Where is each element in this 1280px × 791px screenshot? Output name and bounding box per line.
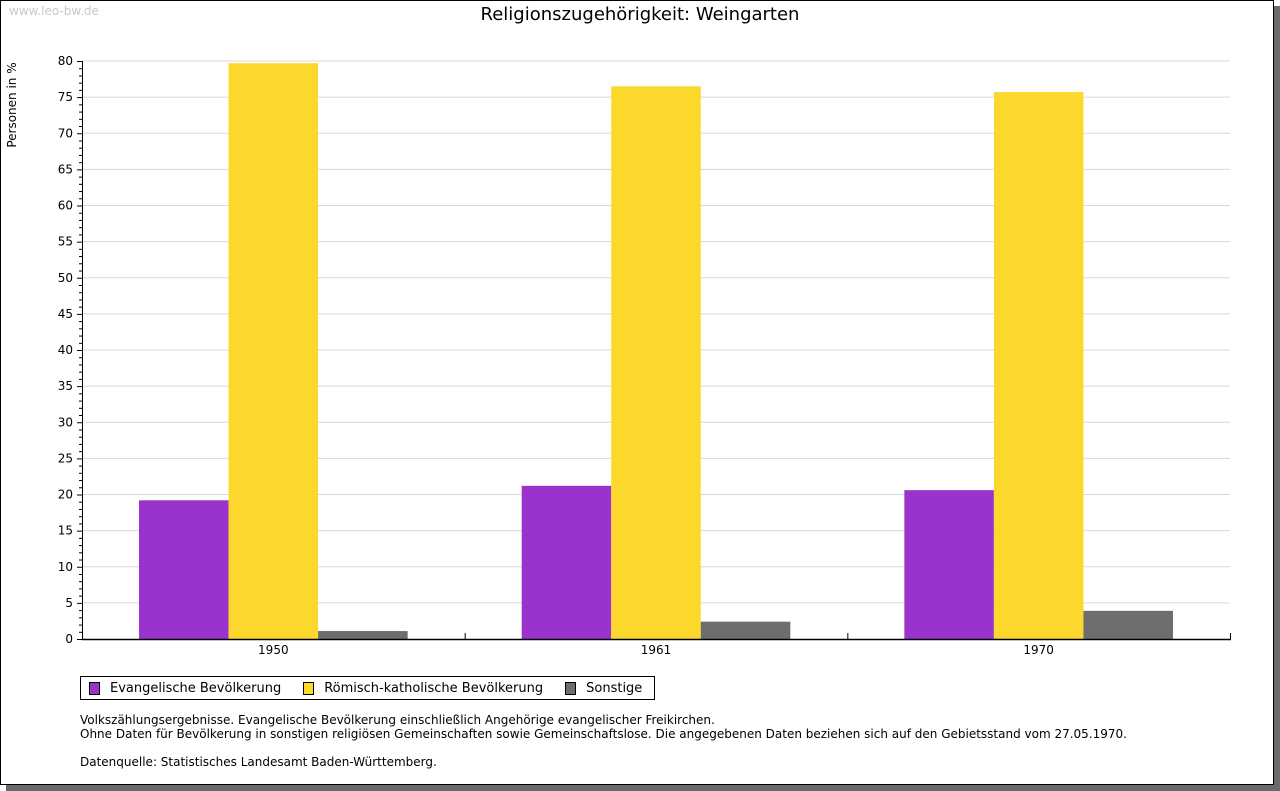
legend-label: Sonstige [586, 680, 643, 696]
bar-1961-3 [700, 621, 791, 639]
y-tick-label: 45 [58, 307, 73, 321]
y-tick-label: 10 [58, 560, 73, 574]
bar-1961-2 [611, 86, 701, 640]
y-tick-label: 55 [58, 235, 73, 249]
legend-swatch [565, 681, 577, 695]
bar-1950-2 [228, 63, 319, 640]
bar-1970-2 [993, 92, 1084, 639]
x-tick-label: 1961 [641, 643, 672, 657]
y-tick-label: 50 [58, 271, 73, 285]
y-tick-label: 75 [58, 90, 73, 104]
bar-1950-1 [139, 500, 229, 639]
y-tick-label: 20 [58, 488, 73, 502]
y-tick-label: 40 [58, 343, 73, 357]
y-tick-label: 15 [58, 524, 73, 538]
y-tick-label: 35 [58, 379, 73, 393]
legend-item-katholisch: Römisch-katholische Bevölkerung [303, 681, 543, 696]
legend: Evangelische Bevölkerung Römisch-katholi… [80, 676, 656, 700]
legend-item-sonstige: Sonstige [565, 681, 642, 696]
legend-swatch [303, 681, 315, 695]
bar-1970-1 [904, 490, 994, 639]
y-tick-label: 80 [58, 54, 73, 68]
legend-swatch [89, 681, 100, 695]
bar-1970-3 [1083, 610, 1173, 639]
y-tick-label: 5 [65, 596, 73, 610]
note-line: Ohne Daten für Bevölkerung in sonstigen … [80, 727, 1127, 741]
chart-notes: Volkszählungsergebnisse. Evangelische Be… [80, 713, 1127, 769]
y-tick-label: 0 [65, 632, 73, 646]
y-tick-label: 25 [58, 451, 73, 465]
watermark: www.leo-bw.de [9, 4, 99, 18]
y-tick-label: 65 [58, 162, 73, 176]
chart-title: Religionszugehörigkeit: Weingarten [480, 4, 800, 25]
y-tick-label: 30 [58, 415, 73, 429]
legend-item-evangelisch: Evangelische Bevölkerung [89, 681, 281, 696]
bar-1950-3 [318, 631, 408, 639]
x-tick-label: 1950 [258, 643, 289, 657]
bar-1961-1 [521, 485, 612, 639]
x-tick-label: 1970 [1023, 643, 1054, 657]
legend-label: Römisch-katholische Bevölkerung [324, 680, 544, 696]
y-tick-label: 70 [58, 126, 73, 140]
data-source: Datenquelle: Statistisches Landesamt Bad… [80, 755, 437, 769]
legend-label: Evangelische Bevölkerung [110, 680, 282, 696]
y-tick-label: 60 [58, 199, 73, 213]
note-line: Volkszählungsergebnisse. Evangelische Be… [80, 713, 715, 727]
